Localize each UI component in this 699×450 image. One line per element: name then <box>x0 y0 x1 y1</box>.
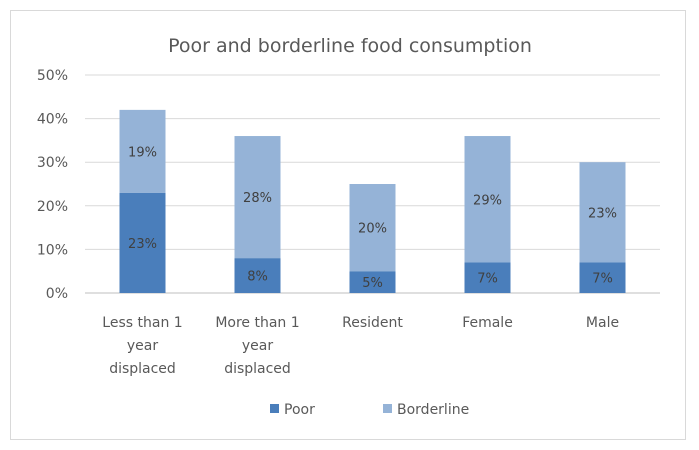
y-tick-label: 50% <box>37 68 68 84</box>
data-label-borderline: 29% <box>473 193 502 208</box>
x-category-label: Resident <box>342 315 403 331</box>
data-label-borderline: 23% <box>588 206 617 221</box>
data-label-borderline: 28% <box>243 191 272 206</box>
legend: Poor Borderline <box>270 402 469 418</box>
bar-poor <box>579 262 626 293</box>
bar-borderline <box>349 184 396 272</box>
bar-borderline <box>234 136 281 259</box>
x-axis-labels: Less than 1 year displaced More than 1 year d… <box>102 315 619 377</box>
x-category-label: More than 1 <box>215 315 299 331</box>
data-label-poor: 23% <box>128 237 157 252</box>
legend-label-borderline: Borderline <box>397 402 469 418</box>
data-label-poor: 5% <box>362 276 383 291</box>
y-tick-label: 40% <box>37 112 68 128</box>
y-tick-label: 30% <box>37 155 68 171</box>
legend-label-poor: Poor <box>284 402 315 418</box>
bar-poor <box>349 271 396 293</box>
y-tick-label: 10% <box>37 242 68 258</box>
bar-borderline <box>119 109 166 193</box>
legend-swatch-borderline <box>383 404 392 413</box>
x-category-label: Female <box>462 315 513 331</box>
x-category-label: Male <box>586 315 619 331</box>
y-axis-ticks: 0% 10% 20% 30% 40% 50% <box>37 68 68 302</box>
x-category-label: displaced <box>224 361 291 377</box>
gridlines <box>85 74 660 294</box>
x-category-label: Less than 1 <box>102 315 182 331</box>
chart-title: Poor and borderline food consumption <box>168 35 532 57</box>
y-tick-label: 20% <box>37 199 68 215</box>
data-label-borderline: 20% <box>358 222 387 237</box>
legend-swatch-poor <box>270 404 279 413</box>
data-label-borderline: 19% <box>128 145 157 160</box>
y-tick-label: 0% <box>46 286 68 302</box>
data-label-poor: 7% <box>592 272 613 287</box>
bars: 23% 19% 8% 28% 5% 20% 7% 29% 7% 23% <box>119 109 626 293</box>
bar-poor <box>464 262 511 293</box>
x-category-label: displaced <box>109 361 176 377</box>
data-label-poor: 8% <box>247 270 268 285</box>
bar-poor <box>119 192 166 293</box>
bar-poor <box>234 258 281 293</box>
bar-borderline <box>579 162 626 263</box>
bar-borderline <box>464 136 511 263</box>
data-label-poor: 7% <box>477 272 498 287</box>
x-category-label: year <box>242 338 273 354</box>
x-category-label: year <box>127 338 158 354</box>
